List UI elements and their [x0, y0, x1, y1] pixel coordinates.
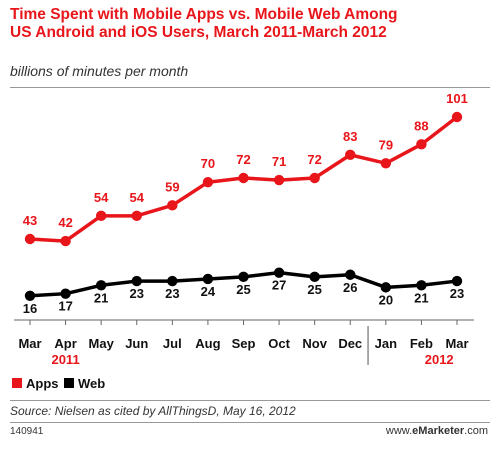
year-label-2011: 2011 [51, 352, 79, 367]
data-label-apps-11: 88 [414, 118, 428, 133]
point-apps-8 [309, 172, 320, 184]
footer-divider [10, 422, 490, 423]
point-apps-9 [345, 149, 356, 161]
point-apps-0 [24, 233, 36, 245]
brand-link[interactable]: www.eMarketer.com [386, 425, 488, 437]
x-tick-label-0: Mar [18, 336, 41, 351]
data-label-apps-4: 59 [165, 179, 179, 194]
chart-title-line-1: Time Spent with Mobile Apps vs. Mobile W… [10, 6, 398, 23]
data-label-apps-3: 54 [130, 190, 145, 205]
data-label-apps-6: 72 [236, 152, 250, 167]
data-label-apps-8: 72 [307, 152, 321, 167]
x-tick-label-1: Apr [54, 336, 76, 351]
chart-id: 140941 [10, 426, 44, 437]
point-apps-2 [95, 210, 107, 222]
point-web-5 [202, 273, 214, 285]
data-label-apps-0: 43 [23, 213, 37, 228]
point-web-0 [24, 290, 36, 301]
x-tick-label-10: Jan [375, 336, 397, 351]
bottom-divider [10, 400, 490, 401]
point-web-11 [416, 280, 427, 291]
x-tick-label-12: Mar [445, 336, 468, 351]
point-web-10 [380, 282, 392, 293]
data-label-web-10: 20 [379, 292, 393, 307]
data-label-web-12: 23 [450, 286, 464, 301]
point-web-6 [238, 271, 249, 283]
point-web-1 [60, 288, 71, 299]
source-note: Source: Nielsen as cited by AllThingsD, … [10, 404, 296, 418]
data-label-apps-10: 79 [379, 137, 393, 152]
top-divider [10, 87, 490, 88]
point-apps-4 [167, 200, 178, 211]
x-tick-label-3: Jun [125, 336, 148, 351]
legend-label-web: Web [78, 375, 106, 391]
legend-swatch-web [64, 378, 74, 388]
x-tick-label-9: Dec [338, 336, 362, 351]
year-label-2012: 2012 [425, 352, 454, 367]
data-label-web-3: 23 [130, 286, 144, 301]
x-tick-label-4: Jul [163, 336, 182, 351]
data-label-web-1: 17 [58, 299, 72, 314]
data-label-apps-2: 54 [94, 190, 109, 205]
data-label-apps-5: 70 [201, 156, 215, 171]
point-apps-6 [238, 172, 249, 184]
x-tick-label-5: Aug [195, 336, 220, 351]
point-apps-5 [202, 177, 214, 188]
data-label-apps-9: 83 [343, 129, 357, 144]
point-web-2 [95, 280, 107, 291]
point-web-4 [167, 275, 178, 287]
brand-name: eMarketer [412, 425, 465, 437]
point-web-12 [451, 275, 463, 287]
point-apps-11 [416, 139, 427, 150]
chart-title-line-2: US Android and iOS Users, March 2011-Mar… [10, 24, 387, 41]
brand-suffix: .com [464, 425, 488, 437]
point-apps-1 [60, 235, 71, 247]
data-label-web-0: 16 [23, 301, 37, 316]
chart-subtitle: billions of minutes per month [10, 63, 189, 79]
point-apps-7 [273, 174, 285, 186]
data-label-web-2: 21 [94, 290, 108, 305]
point-apps-3 [131, 210, 142, 222]
data-label-web-4: 23 [165, 286, 179, 301]
data-label-apps-1: 42 [58, 215, 72, 230]
legend-swatch-apps [12, 378, 22, 388]
point-web-9 [345, 269, 356, 280]
data-label-web-11: 21 [414, 290, 428, 305]
data-label-web-7: 27 [272, 278, 286, 293]
point-apps-10 [380, 158, 392, 169]
x-tick-label-8: Nov [302, 336, 327, 351]
point-web-3 [131, 275, 142, 287]
data-label-web-6: 25 [236, 282, 250, 297]
legend-item-apps: Apps [12, 375, 59, 391]
chart-title: Time Spent with Mobile Apps vs. Mobile W… [10, 6, 490, 42]
point-web-7 [273, 267, 285, 278]
x-tick-label-2: May [89, 336, 115, 351]
legend-label-apps: Apps [26, 375, 59, 391]
data-label-web-8: 25 [307, 282, 321, 297]
data-label-web-5: 24 [201, 284, 216, 299]
point-apps-12 [451, 111, 463, 123]
x-tick-label-7: Oct [268, 336, 290, 351]
x-tick-label-11: Feb [410, 336, 433, 351]
point-web-8 [309, 271, 320, 283]
data-label-apps-12: 101 [446, 91, 468, 106]
data-label-web-9: 26 [343, 280, 357, 295]
legend-item-web: Web [64, 375, 105, 391]
brand-prefix: www. [385, 425, 413, 437]
x-tick-label-6: Sep [232, 336, 256, 351]
data-label-apps-7: 71 [272, 154, 286, 169]
